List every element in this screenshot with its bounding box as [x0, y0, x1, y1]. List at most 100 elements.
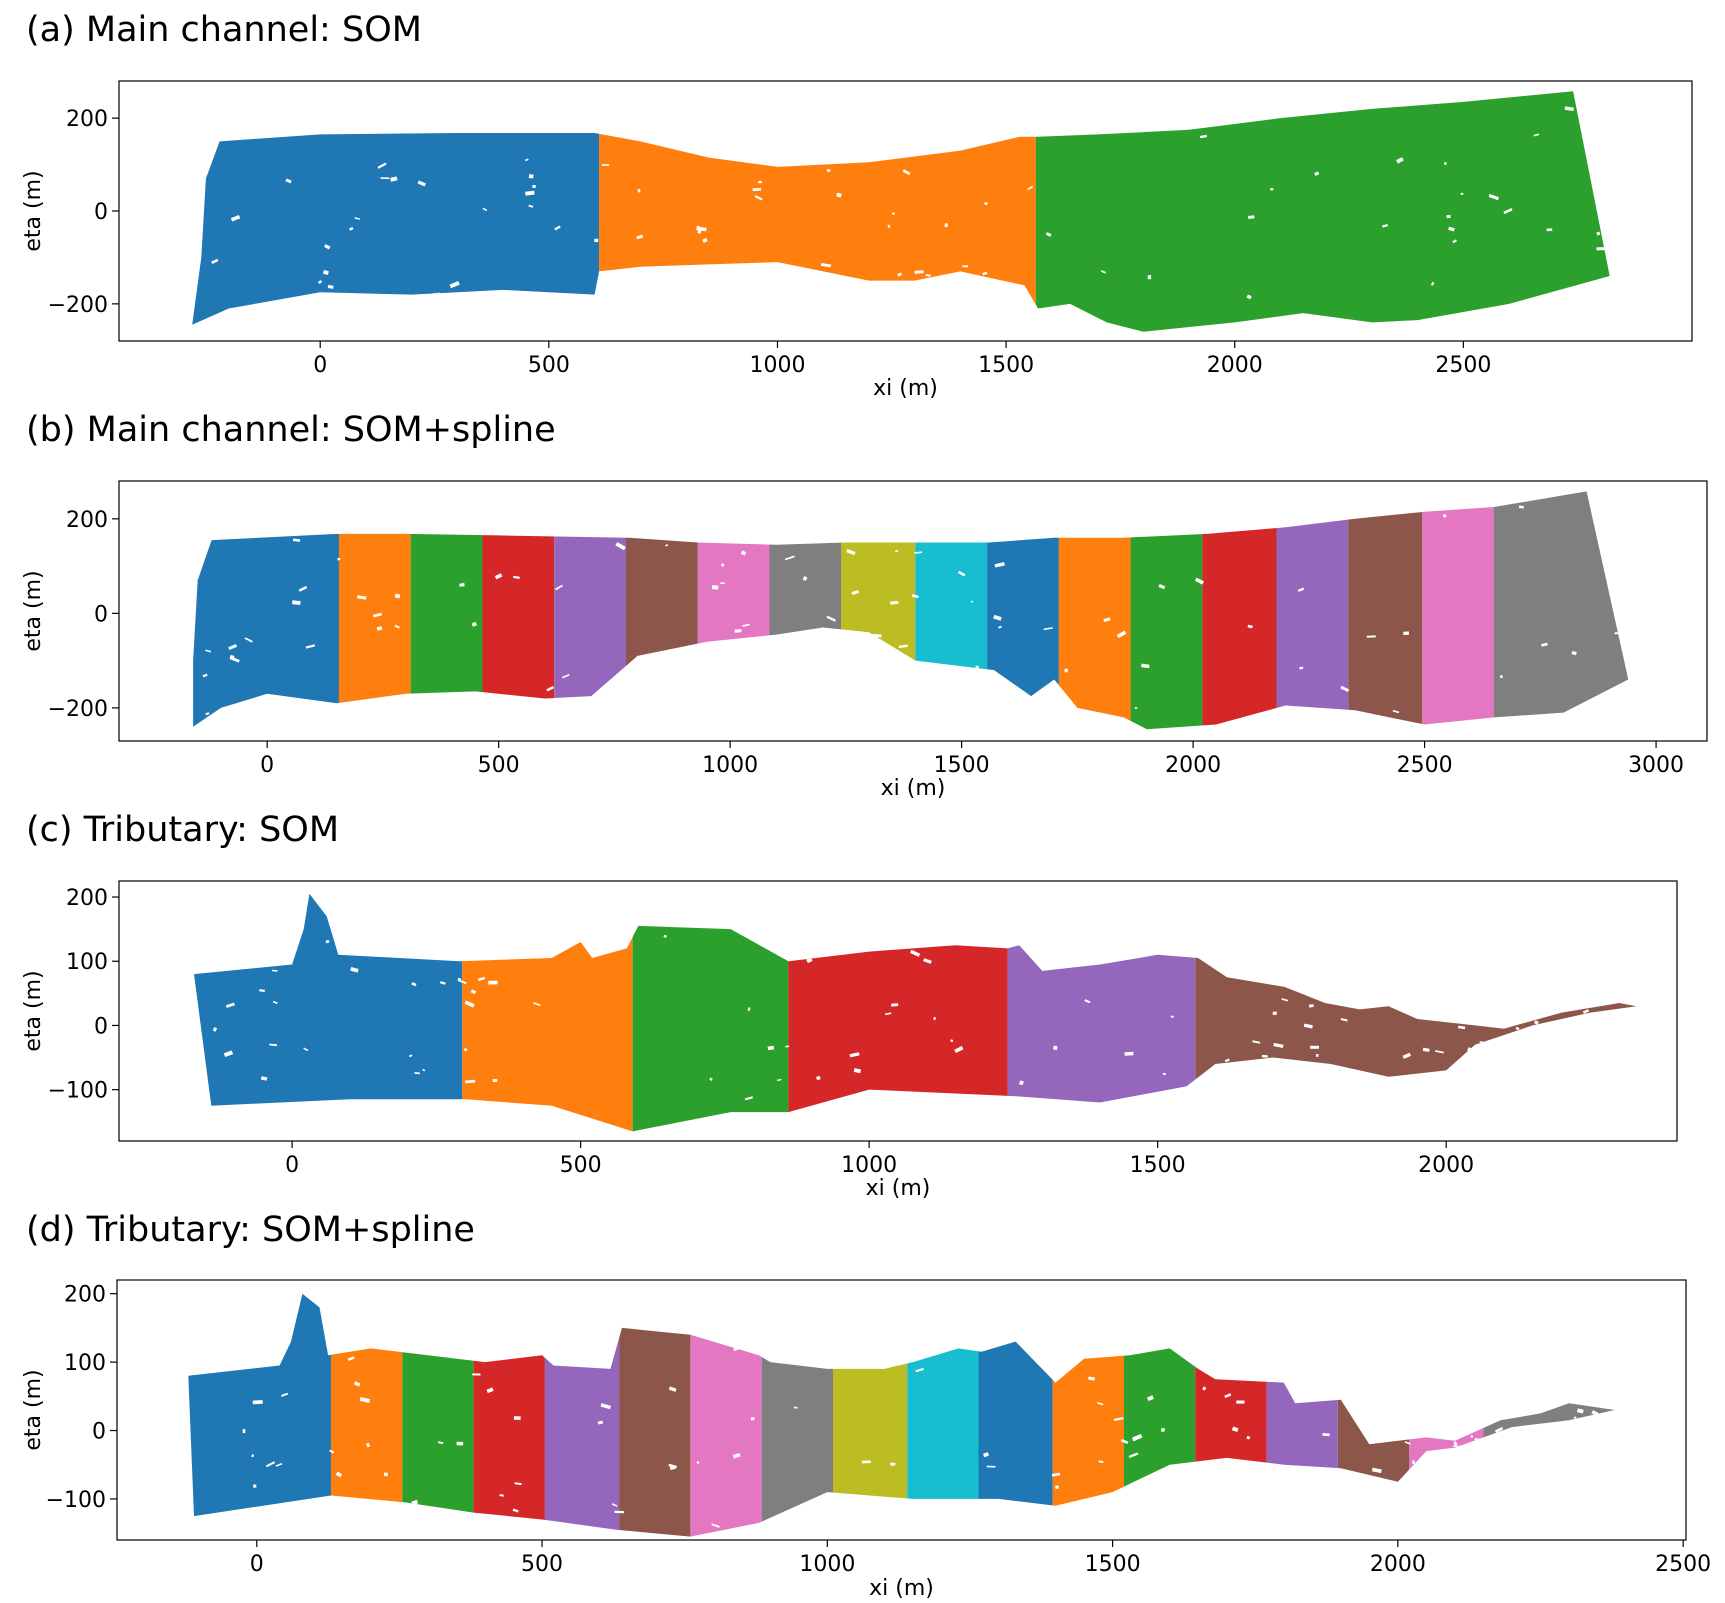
- chart-b-xtick-label-4: 2000: [1165, 753, 1221, 778]
- chart-b-ytick-label-1: 0: [94, 602, 108, 627]
- chart-c-xtick-label-2: 1000: [841, 1153, 897, 1178]
- chart-a-segment-1: [192, 91, 600, 332]
- chart-d-segment-7: [690, 1293, 762, 1537]
- chart-d-frame: [116, 1279, 1687, 1541]
- chart-d-xtick-label-1: 500: [521, 1552, 563, 1577]
- chart-d-segment-11: [978, 1293, 1053, 1537]
- chart-a-segment-2: [599, 91, 1036, 332]
- chart-a-xtick-label-3: 1500: [978, 353, 1034, 378]
- chart-d-segment-9: [833, 1293, 908, 1537]
- chart-d-segment-12: [1052, 1293, 1124, 1537]
- chart-c-xtick-label-0: 0: [285, 1153, 299, 1178]
- chart-d-segment-4: [473, 1293, 545, 1537]
- chart-d-segment-15: [1266, 1293, 1338, 1537]
- chart-b-segment-7: [697, 491, 770, 730]
- chart-b-xtick-label-1: 500: [478, 753, 520, 778]
- chart-a-ylabel: eta (m): [21, 170, 46, 251]
- chart-d-xtick-label-5: 2500: [1655, 1552, 1711, 1577]
- panel-d: (d) Tributary: SOM+spline 0 500 1000 1500 20…: [0, 1200, 1725, 1603]
- chart-b-xtick-label-5: 2500: [1397, 753, 1453, 778]
- panel-c: (c) Tributary: SOM 0 500 1000 1500 2000 −100 0…: [0, 800, 1725, 1201]
- panel-b-title: (b) Main channel: SOM+spline: [26, 410, 556, 450]
- chart-c: 0 500 1000 1500 2000 −100 0 100 200 xi (m) eta (m): [21, 880, 1678, 1201]
- panel-b: (b) Main channel: SOM+spline 0 500 1000 150…: [0, 400, 1725, 801]
- panel-a-title: (a) Main channel: SOM: [26, 10, 422, 50]
- chart-b-ylabel: eta (m): [21, 570, 46, 651]
- chart-b-ytick-label-0: −200: [48, 697, 108, 722]
- chart-b-segment-10: [915, 491, 988, 730]
- chart-d-segment-14: [1195, 1293, 1267, 1537]
- chart-d: 0 500 1000 1500 2000 2500 −100 0 100 200 xi (m) eta…: [21, 1279, 1711, 1601]
- chart-b-segment-6: [626, 491, 698, 730]
- chart-d-segment-17: [1409, 1293, 1484, 1537]
- chart-c-segments: [194, 893, 1637, 1132]
- chart-b-segment-1: [193, 491, 339, 730]
- chart-b-speckles: [202, 505, 1623, 716]
- chart-b-segment-18: [1494, 491, 1629, 730]
- chart-a-xtick-label-1: 500: [528, 353, 570, 378]
- chart-c-segment-6: [1195, 893, 1637, 1132]
- chart-d-segments: [188, 1293, 1615, 1537]
- chart-b-segment-17: [1422, 491, 1495, 730]
- chart-c-speckles: [212, 934, 1590, 1101]
- chart-b-segment-12: [1058, 491, 1131, 730]
- chart-d-segment-10: [907, 1293, 979, 1537]
- chart-c-ylabel: eta (m): [21, 970, 46, 1051]
- chart-b-segment-13: [1130, 491, 1203, 730]
- chart-c-segment-3: [632, 893, 789, 1132]
- chart-c-segment-1: [194, 893, 463, 1132]
- chart-b-segment-15: [1276, 491, 1349, 730]
- chart-b-xtick-label-6: 3000: [1628, 753, 1684, 778]
- panel-d-title: (d) Tributary: SOM+spline: [26, 1210, 475, 1250]
- chart-c-segment-5: [1007, 893, 1196, 1132]
- chart-b-segment-2: [338, 491, 411, 730]
- chart-d-segment-3: [402, 1293, 474, 1537]
- chart-a-xlabel: xi (m): [873, 376, 938, 401]
- chart-b-segment-3: [410, 491, 483, 730]
- chart-a-ytick-label-1: 0: [94, 200, 108, 225]
- chart-c-ytick-label-0: −100: [48, 1079, 108, 1104]
- chart-d-xlabel: xi (m): [869, 1576, 934, 1601]
- panel-a: (a) Main channel: SOM 0 500 1000 1500 2000 25…: [0, 0, 1725, 401]
- chart-c-xtick-label-1: 500: [560, 1153, 602, 1178]
- chart-d-xtick-label-0: 0: [250, 1552, 264, 1577]
- chart-d-segment-5: [544, 1293, 620, 1537]
- chart-b-ytick-label-2: 200: [66, 508, 108, 533]
- chart-a-xtick-label-4: 2000: [1207, 353, 1263, 378]
- chart-d-ytick-label-3: 200: [64, 1283, 106, 1308]
- chart-d-ylabel: eta (m): [21, 1369, 46, 1450]
- chart-b-xtick-label-3: 1500: [934, 753, 990, 778]
- chart-b-segment-4: [482, 491, 555, 730]
- chart-a: 0 500 1000 1500 2000 2500 −200 0 200 xi (m) eta (m…: [21, 80, 1693, 401]
- chart-c-xtick-label-4: 2000: [1418, 1153, 1474, 1178]
- chart-a-xtick-label-0: 0: [313, 353, 327, 378]
- chart-c-frame: [118, 880, 1678, 1142]
- chart-b: 0 500 1000 1500 2000 2500 3000 −200 0 200 xi (m) et…: [21, 480, 1708, 801]
- chart-c-ytick-label-3: 200: [66, 886, 108, 911]
- chart-d-ytick-label-2: 100: [64, 1351, 106, 1376]
- chart-a-xtick-label-2: 1000: [749, 353, 805, 378]
- chart-d-ytick-label-1: 0: [92, 1420, 106, 1445]
- chart-d-xtick-label-2: 1000: [799, 1552, 855, 1577]
- chart-b-segment-16: [1348, 491, 1423, 730]
- chart-a-ytick-label-2: 200: [66, 107, 108, 132]
- chart-b-xtick-label-2: 1000: [702, 753, 758, 778]
- chart-d-segment-2: [331, 1293, 403, 1537]
- chart-d-segment-13: [1124, 1293, 1196, 1537]
- panel-c-title: (c) Tributary: SOM: [26, 810, 340, 850]
- chart-b-segment-9: [841, 491, 916, 730]
- chart-d-segment-6: [619, 1293, 691, 1537]
- chart-d-xtick-label-4: 2000: [1370, 1552, 1426, 1577]
- chart-d-segment-18: [1483, 1293, 1615, 1537]
- chart-c-ytick-label-2: 100: [66, 950, 108, 975]
- chart-b-segments: [193, 491, 1629, 730]
- chart-b-xtick-label-0: 0: [260, 753, 274, 778]
- chart-c-ytick-label-1: 0: [94, 1014, 108, 1039]
- chart-c-xlabel: xi (m): [866, 1176, 931, 1201]
- chart-d-ytick-label-0: −100: [46, 1488, 106, 1513]
- chart-b-segment-5: [554, 491, 626, 730]
- chart-d-segment-16: [1338, 1293, 1410, 1537]
- chart-a-xtick-label-5: 2500: [1435, 353, 1491, 378]
- chart-b-segment-11: [987, 491, 1059, 730]
- chart-b-frame: [118, 480, 1708, 742]
